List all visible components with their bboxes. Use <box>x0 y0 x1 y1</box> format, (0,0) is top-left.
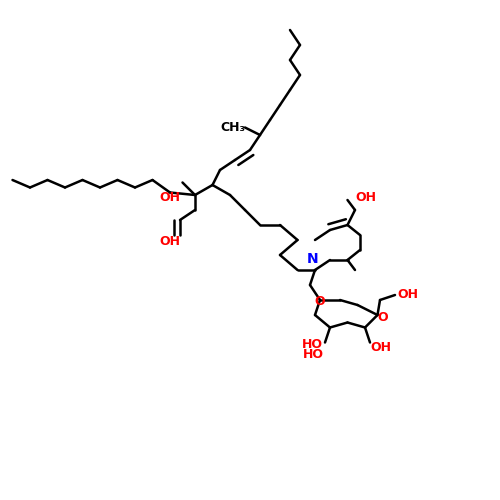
Text: OH: OH <box>398 288 418 302</box>
Text: OH: OH <box>159 191 180 204</box>
Text: HO: HO <box>302 338 322 351</box>
Text: CH₃: CH₃ <box>220 121 245 134</box>
Text: N: N <box>307 252 319 266</box>
Text: O: O <box>378 311 388 324</box>
Text: O: O <box>314 295 326 308</box>
Text: OH: OH <box>355 191 376 204</box>
Text: HO: HO <box>303 348 324 360</box>
Text: OH: OH <box>159 235 180 248</box>
Text: OH: OH <box>370 341 391 354</box>
